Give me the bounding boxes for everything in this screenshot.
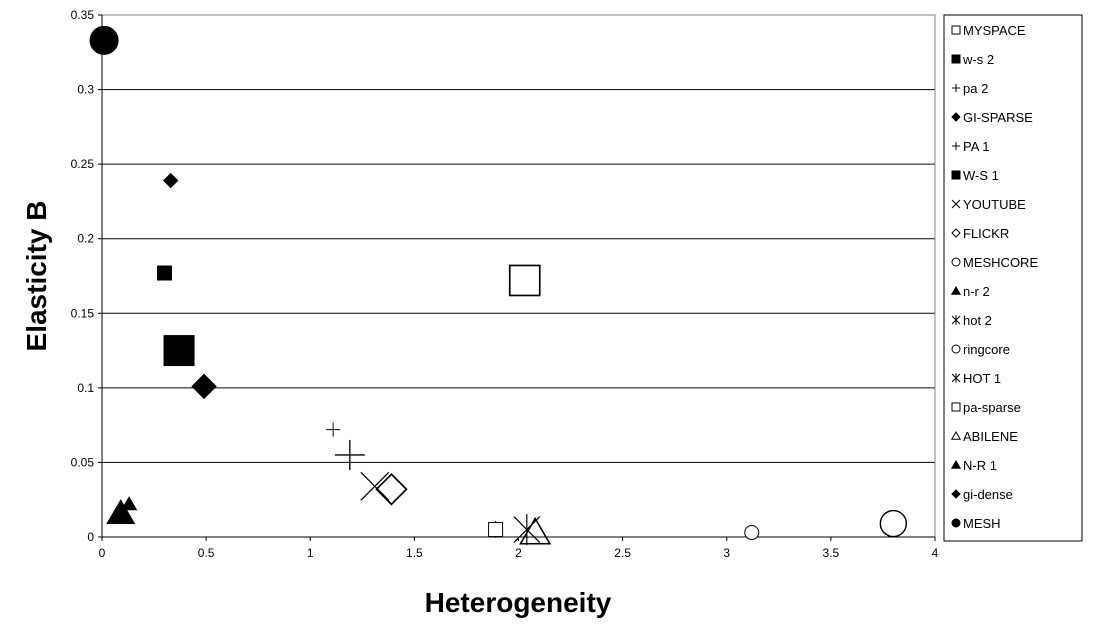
legend-marker-pa-2 — [952, 84, 960, 92]
legend-marker-pa-1 — [952, 142, 960, 150]
legend-label-gi-sparse: GI-SPARSE — [963, 110, 1033, 125]
legend-marker-w-s-2 — [951, 54, 961, 64]
legend-entry-abilene: ABILENE — [950, 429, 1018, 444]
legend-label-pa-sparse: pa-sparse — [963, 400, 1021, 415]
legend-label-n-r-1: N-R 1 — [963, 458, 997, 473]
point-gi-dense — [163, 172, 179, 189]
legend-label-youtube: YOUTUBE — [963, 197, 1026, 212]
point-w-s-1 — [163, 335, 195, 367]
legend-entry-pa-1: PA 1 — [952, 139, 990, 154]
legend-entry-hot-2: hot 2 — [951, 313, 992, 328]
legend-label-gi-dense: gi-dense — [963, 487, 1013, 502]
legend-entry-n-r-2: n-r 2 — [950, 284, 990, 299]
legend-label-w-s-2: w-s 2 — [962, 52, 994, 67]
y-tick-label-6: 0.3 — [77, 83, 94, 97]
legend-entry-pa-2: pa 2 — [952, 81, 988, 96]
x-tick-label-2: 1 — [307, 546, 314, 560]
y-tick-label-2: 0.1 — [77, 381, 94, 395]
legend-marker-gi-dense — [951, 489, 961, 499]
gridlines — [102, 14, 935, 463]
legend-marker-n-r-2 — [950, 286, 962, 295]
legend-label-mesh: MESH — [963, 516, 1001, 531]
point-abilene — [519, 516, 552, 545]
y-tick-label-1: 0.05 — [71, 455, 95, 469]
point-w-s-2 — [156, 265, 172, 281]
legend-label-n-r-2: n-r 2 — [963, 284, 990, 299]
legend: MYSPACE w-s 2 pa 2 GI-SPARSE PA 1 W-S 1 YOUTUB… — [943, 14, 1083, 542]
legend-label-pa-2: pa 2 — [963, 81, 988, 96]
legend-entry-n-r-1: N-R 1 — [950, 458, 997, 473]
legend-label-myspace: MYSPACE — [963, 23, 1026, 38]
legend-marker-meshcore — [951, 257, 961, 267]
y-tick-label-3: 0.15 — [71, 306, 95, 320]
legend-marker-youtube — [951, 199, 961, 209]
legend-label-hot-2: hot 2 — [963, 313, 992, 328]
point-pa-sparse — [488, 522, 504, 538]
y-axis-title: Elasticity B — [21, 201, 52, 352]
legend-label-w-s-1: W-S 1 — [963, 168, 999, 183]
x-axis-ticks: 0 0.5 1 1.5 2 2.5 3 3.5 4 — [99, 537, 939, 560]
legend-entry-w-s-1: W-S 1 — [951, 168, 999, 183]
legend-entry-ringcore: ringcore — [951, 342, 1010, 357]
point-youtube — [360, 471, 390, 501]
legend-marker-myspace — [951, 25, 961, 35]
legend-marker-gi-sparse — [951, 112, 961, 122]
point-myspace — [508, 264, 541, 297]
point-meshcore — [744, 525, 760, 541]
x-axis-title: Heterogeneity — [425, 587, 612, 618]
legend-label-abilene: ABILENE — [963, 429, 1018, 444]
legend-label-ringcore: ringcore — [963, 342, 1010, 357]
legend-marker-ringcore — [951, 344, 961, 354]
legend-label-pa-1: PA 1 — [963, 139, 990, 154]
y-tick-label-0: 0 — [87, 530, 94, 544]
legend-marker-hot-2 — [951, 315, 961, 325]
x-tick-label-3: 1.5 — [406, 546, 423, 560]
point-n-r-1 — [106, 499, 136, 525]
x-tick-label-4: 2 — [515, 546, 522, 560]
y-axis-ticks: 0 0.05 0.1 0.15 0.2 0.25 0.3 0.35 — [71, 8, 102, 544]
legend-label-hot-1: HOT 1 — [963, 371, 1001, 386]
legend-entry-pa-sparse: pa-sparse — [951, 400, 1021, 415]
x-tick-label-5: 2.5 — [614, 546, 631, 560]
point-ringcore — [879, 509, 908, 538]
point-n-r-2 — [120, 496, 138, 511]
legend-entry-myspace: MYSPACE — [951, 23, 1026, 38]
legend-entry-meshcore: MESHCORE — [951, 255, 1038, 270]
legend-marker-abilene — [950, 431, 962, 440]
legend-entry-gi-sparse: GI-SPARSE — [951, 110, 1033, 125]
legend-marker-flickr — [951, 228, 961, 238]
legend-label-flickr: FLICKR — [963, 226, 1009, 241]
point-gi-sparse — [191, 373, 217, 400]
point-flickr — [375, 473, 408, 506]
point-hot-1 — [513, 513, 541, 546]
legend-entry-hot-1: HOT 1 — [951, 371, 1001, 386]
x-tick-label-6: 3 — [723, 546, 730, 560]
point-mesh — [89, 25, 119, 55]
legend-box — [943, 14, 1083, 542]
legend-entry-mesh: MESH — [951, 516, 1001, 531]
legend-label-meshcore: MESHCORE — [963, 255, 1038, 270]
legend-marker-n-r-1 — [950, 460, 962, 469]
legend-entry-gi-dense: gi-dense — [951, 487, 1013, 502]
legend-entry-flickr: FLICKR — [951, 226, 1009, 241]
legend-entry-youtube: YOUTUBE — [951, 197, 1026, 212]
point-pa-2 — [326, 422, 341, 437]
legend-marker-pa-sparse — [951, 402, 961, 412]
x-tick-label-1: 0.5 — [198, 546, 215, 560]
x-tick-label-0: 0 — [99, 546, 106, 560]
y-tick-label-4: 0.2 — [77, 232, 94, 246]
legend-marker-w-s-1 — [951, 170, 961, 180]
legend-marker-hot-1 — [951, 373, 961, 383]
y-tick-label-7: 0.35 — [71, 8, 95, 22]
legend-entry-w-s-2: w-s 2 — [951, 52, 994, 67]
x-tick-label-8: 4 — [932, 546, 939, 560]
y-tick-label-5: 0.25 — [71, 157, 95, 171]
x-tick-label-7: 3.5 — [823, 546, 840, 560]
data-points — [89, 25, 908, 546]
point-pa-1 — [334, 439, 365, 470]
legend-marker-mesh — [951, 518, 961, 528]
